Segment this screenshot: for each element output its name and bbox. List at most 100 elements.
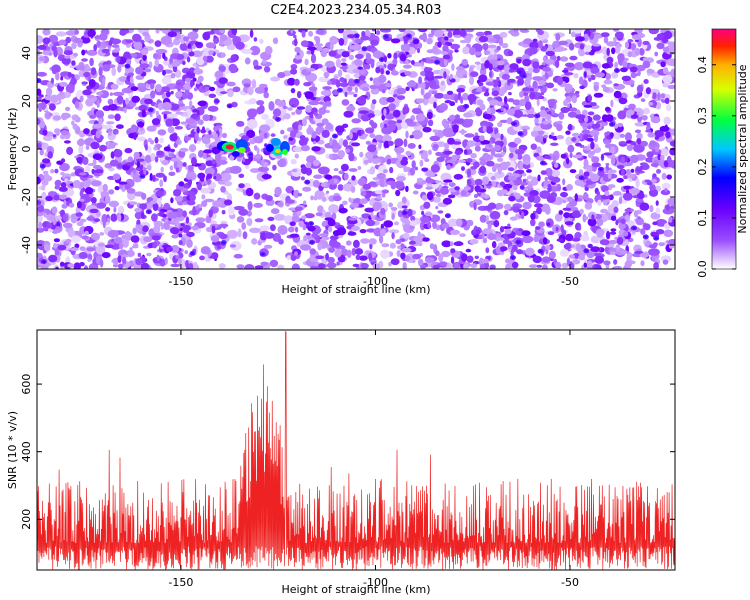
heatmap-cell — [586, 260, 593, 269]
heatmap-cell — [123, 107, 127, 114]
heatmap-cell — [387, 120, 397, 126]
heatmap-cell — [668, 238, 675, 246]
heatmap-cell — [247, 86, 254, 96]
heatmap-cell — [550, 192, 558, 198]
heatmap-cell — [405, 130, 409, 139]
heatmap-cell — [454, 150, 463, 155]
heatmap-cell — [364, 190, 373, 195]
heatmap-cell — [87, 258, 91, 262]
heatmap-cell — [108, 103, 118, 111]
heatmap-cell — [498, 89, 505, 97]
heatmap-cell — [424, 92, 432, 98]
heatmap-cell — [451, 63, 455, 71]
heatmap-cell — [144, 98, 153, 105]
heatmap-cell — [90, 232, 100, 240]
heatmap-cell — [334, 249, 342, 258]
heatmap-cell — [169, 133, 178, 142]
heatmap-cell — [367, 144, 377, 153]
heatmap-cell — [205, 42, 216, 49]
heatmap-cell — [517, 241, 520, 243]
heatmap-cell — [593, 252, 603, 257]
heatmap-cell — [232, 86, 241, 93]
heatmap-cell — [584, 202, 593, 210]
heatmap-cell — [608, 239, 618, 245]
heatmap-cell — [391, 232, 395, 240]
heatmap-cell — [482, 194, 490, 199]
heatmap-cell — [426, 111, 433, 120]
heatmap-cell — [393, 52, 398, 61]
heatmap-cell — [160, 86, 171, 93]
heatmap-cell — [642, 107, 651, 115]
heatmap-cell — [348, 168, 358, 172]
heatmap-feature-blob — [270, 138, 281, 146]
heatmap-cell — [290, 88, 296, 94]
heatmap-cell — [170, 72, 176, 79]
heatmap-cell — [135, 158, 145, 162]
heatmap-cell — [60, 172, 65, 176]
heatmap-cell — [297, 193, 302, 197]
heatmap-cell — [236, 120, 245, 127]
heatmap-cell — [300, 166, 308, 175]
x-tick-label: -150 — [168, 576, 193, 589]
heatmap-cell — [630, 43, 637, 51]
heatmap-cell — [291, 104, 296, 108]
heatmap-cell — [308, 30, 314, 37]
heatmap-cell — [37, 214, 43, 223]
heatmap-cell — [287, 107, 293, 111]
heatmap-cell — [55, 226, 61, 230]
heatmap-cell — [661, 172, 667, 180]
heatmap-cell — [470, 152, 477, 159]
heatmap-cell — [622, 60, 628, 68]
heatmap-cell — [71, 114, 79, 121]
heatmap-cell — [578, 224, 582, 231]
heatmap-cell — [149, 108, 153, 111]
heatmap-cell — [367, 113, 375, 118]
heatmap-cell — [397, 245, 402, 249]
heatmap-cell — [43, 262, 52, 267]
heatmap-cell — [345, 74, 351, 81]
heatmap-cell — [583, 158, 589, 168]
heatmap-cell — [368, 181, 377, 186]
heatmap-cell — [83, 71, 91, 78]
heatmap-cell — [655, 101, 662, 110]
heatmap-cell — [213, 173, 222, 182]
heatmap-cell — [405, 86, 410, 92]
heatmap-cell — [75, 64, 85, 71]
heatmap-cell — [481, 86, 487, 92]
heatmap-cell — [443, 142, 450, 150]
heatmap-cell — [645, 129, 652, 133]
heatmap-cell — [166, 113, 178, 118]
heatmap-cell — [42, 158, 51, 164]
heatmap-cell — [475, 31, 486, 37]
heatmap-cell — [184, 136, 192, 141]
heatmap-cell — [601, 63, 610, 69]
heatmap-cell — [124, 147, 133, 154]
heatmap-cell — [590, 141, 595, 150]
heatmap-cell — [83, 265, 89, 269]
heatmap-cell — [407, 171, 411, 176]
heatmap-cell — [548, 100, 556, 107]
heatmap-cell — [294, 251, 298, 256]
heatmap-cell — [348, 220, 358, 225]
heatmap-cell — [430, 164, 440, 173]
heatmap-cell — [154, 40, 162, 47]
heatmap-cell — [94, 169, 104, 174]
heatmap-cell — [172, 65, 178, 73]
heatmap-cell — [383, 169, 388, 174]
heatmap-cell — [662, 82, 670, 88]
heatmap-cell — [258, 83, 268, 89]
heatmap-cell — [164, 156, 172, 161]
heatmap-cell — [609, 132, 614, 138]
heatmap-cell — [358, 75, 366, 81]
heatmap-cell — [338, 207, 348, 214]
heatmap-cell — [333, 178, 338, 184]
heatmap-cell — [180, 121, 187, 125]
heatmap-cell — [217, 180, 226, 185]
heatmap-cell — [544, 176, 548, 182]
heatmap-cell — [129, 76, 134, 84]
heatmap-cell — [533, 236, 540, 243]
heatmap-cell — [132, 243, 139, 248]
heatmap-cell — [144, 68, 152, 73]
heatmap-cell — [219, 34, 228, 41]
heatmap-cell — [376, 173, 386, 180]
